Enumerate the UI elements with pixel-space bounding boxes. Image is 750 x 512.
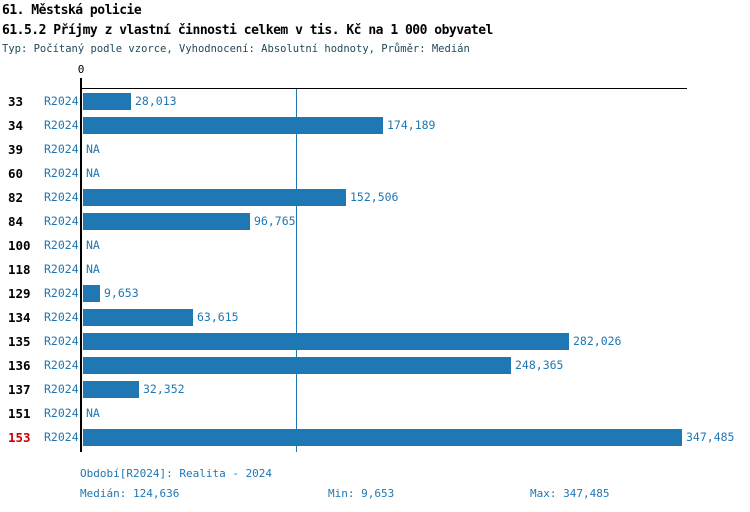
- row-category-label: 60: [8, 166, 24, 181]
- row-series-label: R2024: [44, 382, 79, 396]
- footer-min-stat: Min: 9,653: [328, 487, 395, 500]
- median-reference-line: [296, 89, 297, 452]
- row-category-label: 151: [8, 406, 31, 421]
- row-series-label: R2024: [44, 190, 79, 204]
- row-series-label: R2024: [44, 142, 79, 156]
- bar: [83, 357, 511, 374]
- x-axis-line: [80, 88, 687, 89]
- row-category-label: 135: [8, 334, 31, 349]
- row-category-label: 39: [8, 142, 24, 157]
- bar: [83, 429, 682, 446]
- row-category-label: 100: [8, 238, 31, 253]
- row-category-label: 136: [8, 358, 31, 373]
- row-series-label: R2024: [44, 94, 79, 108]
- row-series-label: R2024: [44, 118, 79, 132]
- bar: [83, 285, 100, 302]
- bar-value-label: 63,615: [197, 310, 239, 324]
- bar-value-label: 174,189: [387, 118, 436, 132]
- row-category-label: 82: [8, 190, 24, 205]
- bar-value-label: 152,506: [350, 190, 399, 204]
- footer-median-stat: Medián: 124,636: [80, 487, 180, 500]
- x-axis-zero-tick: [80, 78, 82, 88]
- bar-value-label: 9,653: [104, 286, 139, 300]
- bar: [83, 381, 139, 398]
- bar-na-label: NA: [86, 142, 100, 156]
- bar-value-label: 248,365: [515, 358, 564, 372]
- bar-value-label: 32,352: [143, 382, 185, 396]
- chart-meta-info: Typ: Počítaný podle vzorce, Vyhodnocení:…: [2, 43, 470, 55]
- row-series-label: R2024: [44, 334, 79, 348]
- row-series-label: R2024: [44, 214, 79, 228]
- row-series-label: R2024: [44, 238, 79, 252]
- footer-max-stat: Max: 347,485: [530, 487, 610, 500]
- x-axis-zero-tick-label: 0: [77, 63, 85, 76]
- bar-value-label: 96,765: [254, 214, 296, 228]
- row-category-label: 33: [8, 94, 24, 109]
- bar-value-label: 347,485: [686, 430, 735, 444]
- row-category-label: 153: [8, 430, 31, 445]
- row-series-label: R2024: [44, 430, 79, 444]
- row-series-label: R2024: [44, 310, 79, 324]
- bar-value-label: 28,013: [135, 94, 177, 108]
- page-title: 61. Městská policie: [2, 3, 142, 18]
- bar-na-label: NA: [86, 238, 100, 252]
- row-series-label: R2024: [44, 262, 79, 276]
- row-series-label: R2024: [44, 166, 79, 180]
- y-axis-line: [80, 88, 82, 452]
- row-series-label: R2024: [44, 286, 79, 300]
- bar-na-label: NA: [86, 262, 100, 276]
- bar: [83, 309, 193, 326]
- row-series-label: R2024: [44, 358, 79, 372]
- bar-na-label: NA: [86, 406, 100, 420]
- row-series-label: R2024: [44, 406, 79, 420]
- bar: [83, 333, 569, 350]
- row-category-label: 137: [8, 382, 31, 397]
- bar: [83, 189, 346, 206]
- chart-title: 61.5.2 Příjmy z vlastní činnosti celkem …: [2, 23, 493, 38]
- row-category-label: 134: [8, 310, 31, 325]
- footer-period-label: Období[R2024]: Realita - 2024: [80, 467, 273, 480]
- row-category-label: 129: [8, 286, 31, 301]
- bar: [83, 93, 131, 110]
- row-category-label: 34: [8, 118, 24, 133]
- bar-na-label: NA: [86, 166, 100, 180]
- bar: [83, 117, 383, 134]
- bar: [83, 213, 250, 230]
- row-category-label: 84: [8, 214, 24, 229]
- row-category-label: 118: [8, 262, 31, 277]
- bar-value-label: 282,026: [573, 334, 622, 348]
